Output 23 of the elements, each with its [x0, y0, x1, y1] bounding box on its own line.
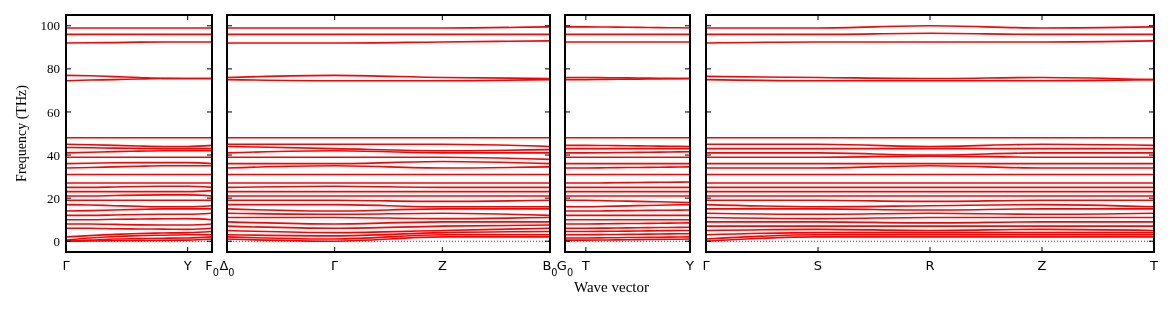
x-tick-label: F$_{0}$	[205, 258, 219, 278]
y-axis-title: Frequency (THz)	[14, 84, 30, 182]
x-tick-label: Γ	[702, 258, 711, 273]
x-axis-title: Wave vector	[574, 279, 649, 295]
y-tick-label: 20	[47, 190, 60, 206]
x-tick-label: Z	[437, 258, 447, 273]
y-tick-label: 60	[47, 104, 60, 120]
y-tick-label: 40	[47, 147, 60, 163]
x-tick-label: R	[925, 258, 935, 273]
y-tick-label: 100	[40, 18, 60, 34]
x-tick-label: Δ$_{0}$	[219, 258, 235, 278]
x-tick-label: G$_{0}$	[556, 258, 574, 278]
x-tick-label: Y	[685, 258, 695, 273]
x-tick-label: S	[813, 258, 823, 273]
y-tick-label: 80	[47, 61, 60, 77]
x-tick-label: Y	[182, 258, 192, 273]
x-tick-label: Z	[1037, 258, 1047, 273]
x-tick-label: T	[580, 258, 590, 273]
x-tick-label: Γ	[62, 258, 71, 273]
x-tick-label: B$_{0}$	[542, 258, 558, 278]
x-tick-label: Γ	[331, 258, 340, 273]
y-tick-label: 0	[53, 233, 60, 249]
x-tick-label: T	[1149, 258, 1159, 273]
